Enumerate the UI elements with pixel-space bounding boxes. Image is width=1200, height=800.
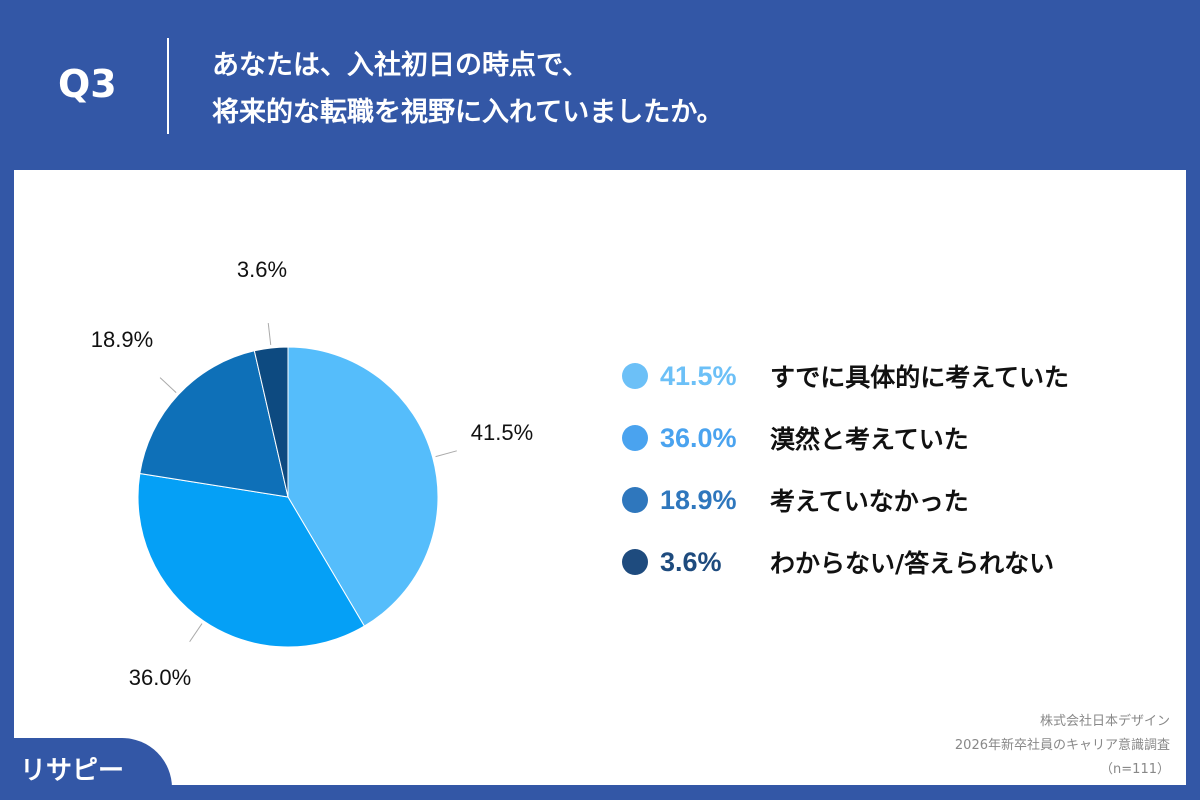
leader-line [267,323,272,346]
source-company: 株式会社日本デザイン [1039,714,1170,729]
leader-line [189,623,203,643]
legend: 41.5% すでに具体的に考えていた 36.0% 漠然と考えていた 18.9% 考えていな… [622,345,1069,593]
legend-item: 41.5% すでに具体的に考えていた [622,345,1069,407]
legend-label: 漠然と考えていた [770,425,969,454]
legend-percent: 18.9% [660,484,737,515]
pie-slice [287,346,439,627]
legend-item: 18.9% 考えていなかった [622,469,1069,531]
legend-dot-icon [622,363,648,389]
source-survey: 2026年新卒社員のキャリア意識調査 [954,738,1170,753]
data-label: 18.9% [91,327,153,352]
pie-slice [139,350,289,498]
page-title: あなたは、入社初日の時点で、 将来的な転職を視野に入れていましたか。 [212,42,724,136]
title-line-2: 将来的な転職を視野に入れていましたか。 [212,97,724,128]
pie-slice [137,472,366,648]
leader-line [435,450,457,458]
pie-slice [253,346,289,498]
legend-percent: 36.0% [660,422,737,453]
logo-text: リサピー [20,756,125,786]
leader-line [159,377,177,393]
legend-dot-icon [622,425,648,451]
legend-dot-icon [622,549,648,575]
source-note: 株式会社日本デザイン 2026年新卒社員のキャリア意識調査 （n=111） [955,710,1170,782]
legend-dot-icon [622,487,648,513]
legend-percent: 41.5% [660,360,737,391]
legend-label: 考えていなかった [770,487,969,516]
legend-item: 36.0% 漠然と考えていた [622,407,1069,469]
data-label: 3.6% [237,257,287,282]
legend-item: 3.6% わからない/答えられない [622,531,1069,593]
divider [167,38,169,134]
legend-percent: 3.6% [660,546,722,577]
data-label: 41.5% [471,420,533,445]
data-label: 36.0% [129,665,191,690]
logo: リサピー [0,738,172,800]
title-line-1: あなたは、入社初日の時点で、 [212,50,589,81]
legend-label: すでに具体的に考えていた [770,363,1070,392]
sample-size: （n=111） [1100,762,1170,777]
legend-label: わからない/答えられない [770,549,1055,578]
question-number: Q3 [58,62,117,106]
